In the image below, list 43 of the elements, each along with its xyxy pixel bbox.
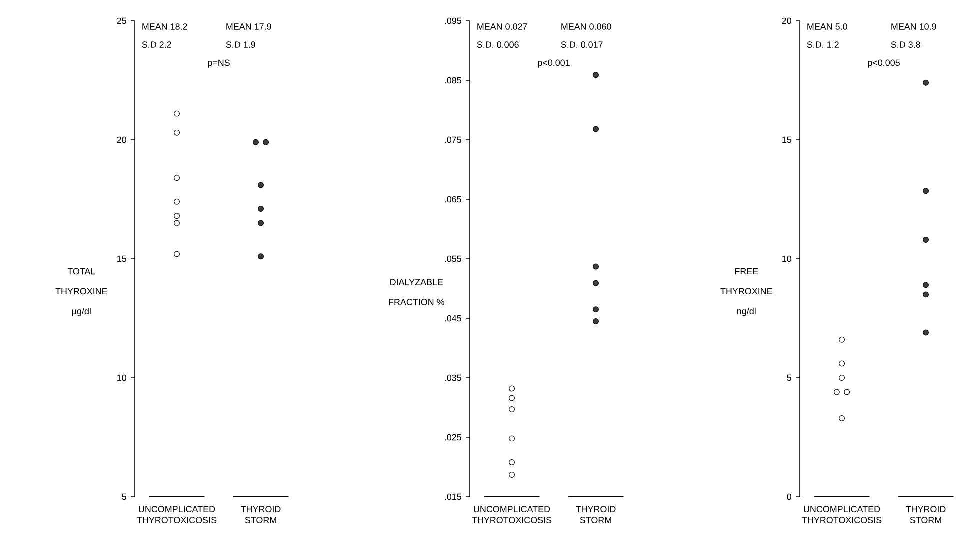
x-tick-label: UNCOMPLICATED THYROTOXICOSIS [137, 506, 217, 524]
x-tick-label: THYROID STORM [241, 506, 281, 524]
x-tick-label: UNCOMPLICATED THYROTOXICOSIS [472, 506, 552, 524]
annotation: p=NS [208, 60, 230, 68]
annotation: p<0.005 [868, 60, 900, 68]
y-tick-label: .075 [445, 136, 462, 144]
y-tick-label: .085 [445, 77, 462, 84]
annotation: MEAN 10.9 [892, 24, 936, 30]
annotation: S.D. 0.006 [477, 42, 519, 48]
annotation: MEAN 18.2 [142, 24, 188, 30]
y-tick-label: .065 [445, 196, 462, 203]
y-tick-label: 15 [782, 136, 792, 144]
text: DIALYZABLE FRACTION % [389, 279, 444, 306]
y-tick-label: .015 [445, 494, 462, 500]
annotation: MEAN 0.060 [562, 24, 612, 30]
x-tick-label: UNCOMPLICATED THYROTOXICOSIS [802, 506, 882, 524]
x-tick-label: THYROID STORM [906, 506, 946, 524]
annotation: S.D 3.8 [891, 42, 920, 48]
text: TOTAL THYROXINE µg/dl [56, 268, 108, 316]
annotation: S.D 2.2 [142, 42, 172, 48]
y-tick-label: 5 [122, 494, 126, 500]
y-tick-label: .035 [445, 374, 462, 382]
y-tick-label: .095 [445, 18, 462, 24]
y-tick-label: 5 [787, 374, 792, 382]
text: FREE THYROXINE ng/dl [720, 268, 772, 316]
y-tick-label: 10 [118, 374, 126, 382]
y-tick-label: 15 [118, 256, 126, 262]
y-tick-label: 20 [117, 136, 126, 144]
annotation: MEAN 0.027 [478, 24, 528, 30]
y-tick-label: .045 [445, 315, 462, 322]
y-tick-label: 0 [787, 494, 792, 500]
y-tick-label: .055 [445, 256, 462, 262]
y-tick-label: .025 [445, 434, 462, 441]
annotation: p<0.001 [538, 60, 570, 68]
y-tick-label: 10 [782, 256, 792, 262]
y-tick-label: 20 [782, 18, 792, 24]
x-tick-label: THYROID STORM [576, 506, 616, 524]
annotation: S.D. 1.2 [807, 42, 839, 48]
annotation: MEAN 17.9 [226, 24, 272, 30]
y-tick-label: 25 [117, 18, 126, 24]
annotation: S.D 1.9 [226, 42, 256, 48]
annotation: MEAN 5.0 [808, 24, 848, 30]
annotation: S.D. 0.017 [561, 42, 603, 48]
